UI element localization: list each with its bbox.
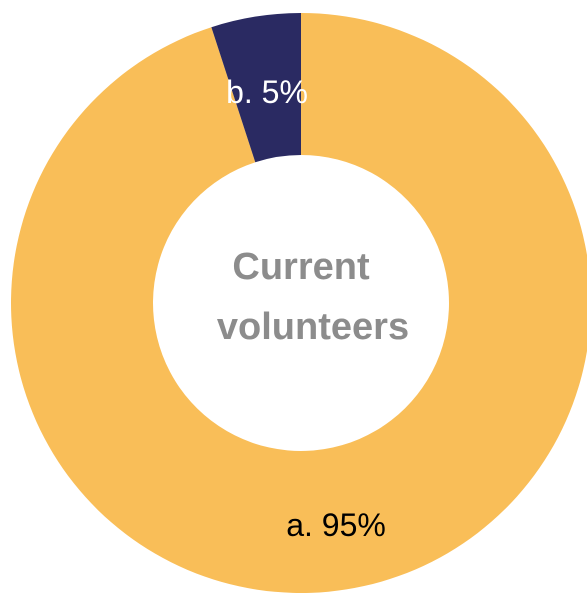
slice-labels-layer: a. 95% b. 5%: [226, 74, 386, 543]
slice-label-b: b. 5%: [226, 74, 308, 110]
center-label-line-1: Current: [232, 246, 370, 288]
slice-label-a: a. 95%: [286, 507, 386, 543]
slice-b: [211, 13, 301, 163]
slices-layer: [11, 13, 587, 593]
slice-a: [11, 13, 587, 593]
center-label-line-2: volunteers: [217, 306, 409, 348]
